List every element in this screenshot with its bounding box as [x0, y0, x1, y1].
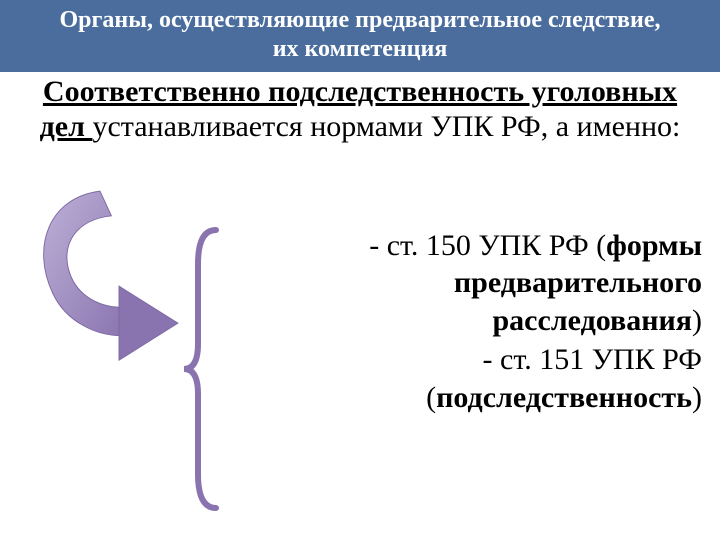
- paren-close: ): [692, 381, 702, 414]
- item-text: ст. 151 УПК РФ: [500, 343, 702, 376]
- title-bar: Органы, осуществляющие предварительное с…: [0, 0, 720, 72]
- list-item: - ст. 150 УПК РФ (формы предварительного: [230, 228, 702, 301]
- article-list: - ст. 150 УПК РФ (формы предварительного…: [230, 228, 702, 419]
- list-item: - ст. 151 УПК РФ: [230, 342, 702, 379]
- item-bold: расследования: [493, 304, 693, 337]
- dash-icon: -: [483, 343, 493, 376]
- intro-paragraph: Соответственно подследственность уголовн…: [0, 72, 720, 145]
- list-item-cont: (подследственность): [230, 380, 702, 417]
- list-item-cont: расследования): [230, 303, 702, 340]
- title-line-2: их компетенция: [18, 35, 702, 64]
- brace-icon: [180, 224, 224, 514]
- intro-rest: устанавливается нормами УПК РФ, а именно…: [92, 110, 680, 143]
- dash-icon: -: [369, 229, 379, 262]
- item-text: ст. 150 УПК РФ (: [387, 229, 606, 262]
- paren-open: (: [426, 381, 436, 414]
- slide: Органы, осуществляющие предварительное с…: [0, 0, 720, 540]
- item-text: ): [692, 304, 702, 337]
- content-area: - ст. 150 УПК РФ (формы предварительного…: [0, 180, 720, 520]
- item-bold: подследственность: [436, 381, 692, 414]
- title-line-1: Органы, осуществляющие предварительное с…: [18, 6, 702, 35]
